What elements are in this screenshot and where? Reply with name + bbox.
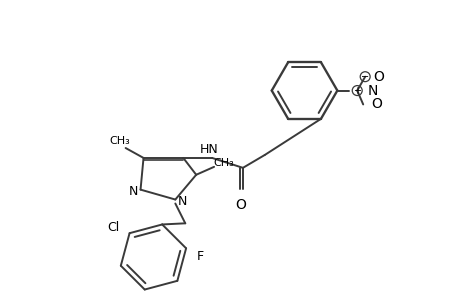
Text: N: N [366,84,377,98]
Text: +: + [353,85,360,96]
Text: N: N [177,195,186,208]
Text: Cl: Cl [107,221,119,234]
Text: −: − [360,72,369,82]
Text: O: O [235,198,246,212]
Text: HN: HN [199,142,218,155]
Text: CH₃: CH₃ [109,136,130,146]
Text: O: O [370,98,381,111]
Text: CH₃: CH₃ [213,158,234,168]
Text: N: N [129,185,138,198]
Text: O: O [372,70,383,84]
Text: F: F [196,250,203,263]
